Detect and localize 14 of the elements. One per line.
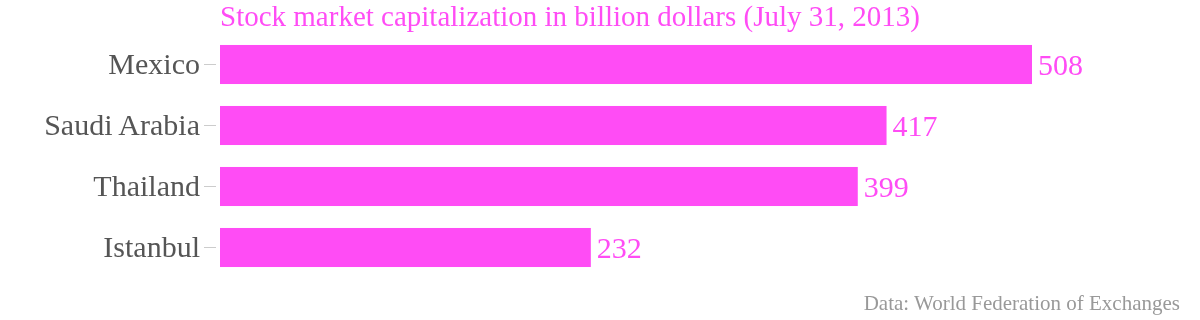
bar	[220, 44, 1032, 85]
bar	[220, 166, 858, 207]
y-tick-label: Thailand	[93, 169, 200, 203]
data-label: 417	[892, 109, 938, 142]
text: Data: World Federation of Exchanges	[863, 291, 1180, 315]
data-label: 508	[1038, 48, 1083, 81]
bar	[220, 227, 591, 268]
y-tick-label: Saudi Arabia	[44, 108, 200, 142]
chart-title: Stock market capitalization in billion dollars (July 31, 2013)	[220, 0, 920, 33]
y-tick-label: Istanbul	[103, 230, 200, 264]
data-label: 399	[863, 170, 909, 203]
bar	[220, 105, 887, 146]
y-tick-label: Mexico	[108, 47, 200, 81]
data-label: 232	[596, 231, 642, 264]
